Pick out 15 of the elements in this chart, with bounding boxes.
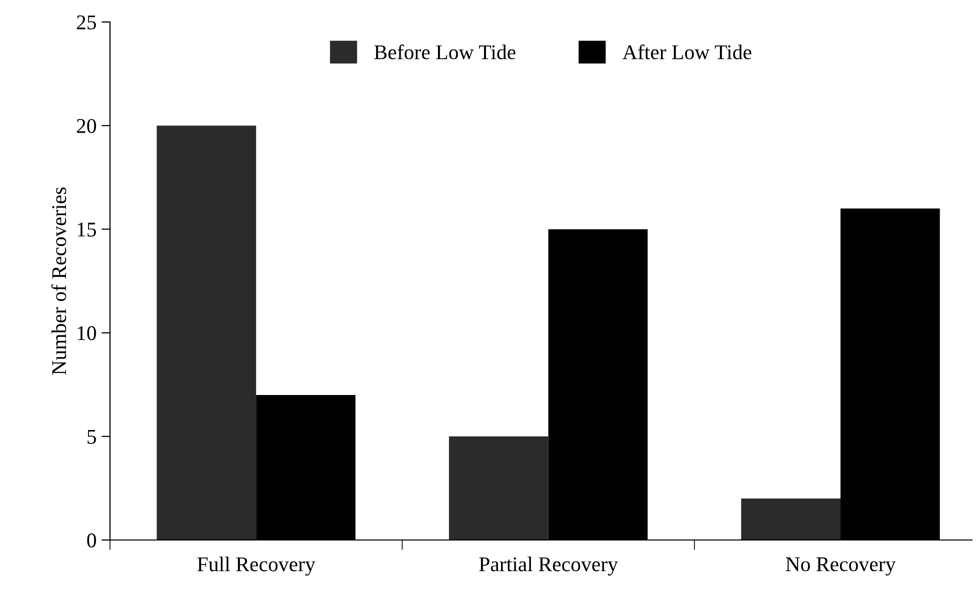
- y-tick-label: 25: [76, 15, 96, 30]
- bar: [741, 498, 841, 540]
- y-tick-label: 5: [88, 430, 96, 444]
- x-tick-label: Partial Recovery: [479, 556, 618, 576]
- y-tick-label: 20: [76, 118, 96, 134]
- bar: [448, 436, 548, 540]
- y-tick-label: 0: [87, 533, 96, 548]
- bar: [156, 126, 256, 540]
- y-axis-title: Number of Recoveries: [51, 187, 66, 375]
- x-tick-label: No Recovery: [786, 557, 896, 576]
- y-tick-label: 15: [78, 222, 96, 237]
- y-tick-label: 10: [78, 326, 96, 340]
- legend-label: After Low Tide: [622, 44, 752, 60]
- x-tick-label: Full Recovery: [197, 556, 316, 576]
- legend-label: Before Low Tide: [374, 44, 516, 60]
